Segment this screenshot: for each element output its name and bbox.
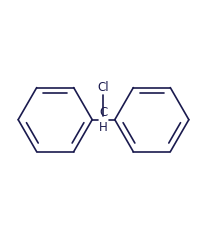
Text: H: H <box>99 121 107 134</box>
Text: C: C <box>99 106 107 119</box>
Text: Cl: Cl <box>97 81 109 94</box>
